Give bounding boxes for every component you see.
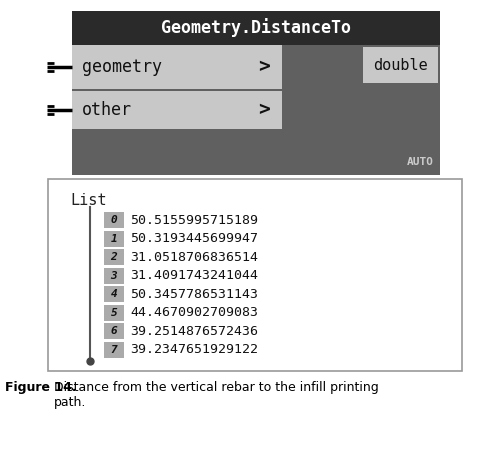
Text: 50.3457786531143: 50.3457786531143 — [130, 288, 258, 301]
Bar — [72, 45, 440, 175]
Text: 39.2514876572436: 39.2514876572436 — [130, 325, 258, 338]
Text: 7: 7 — [110, 345, 117, 355]
Text: Figure 14.: Figure 14. — [5, 381, 76, 394]
Text: 31.0518706836514: 31.0518706836514 — [130, 251, 258, 264]
Text: AUTO: AUTO — [407, 157, 434, 167]
Text: other: other — [82, 101, 132, 119]
Text: geometry: geometry — [82, 58, 162, 76]
Text: Geometry.DistanceTo: Geometry.DistanceTo — [161, 18, 351, 38]
Text: 39.2347651929122: 39.2347651929122 — [130, 343, 258, 356]
Text: 50.5155995715189: 50.5155995715189 — [130, 214, 258, 227]
Bar — [104, 323, 124, 339]
Text: 3: 3 — [110, 271, 117, 281]
Bar — [72, 91, 282, 129]
Text: 50.3193445699947: 50.3193445699947 — [130, 232, 258, 245]
Bar — [104, 231, 124, 247]
Bar — [104, 268, 124, 284]
Text: double: double — [373, 57, 428, 72]
Bar — [104, 212, 124, 228]
Text: 6: 6 — [110, 326, 117, 336]
Bar — [72, 11, 440, 45]
Bar — [363, 47, 438, 83]
Text: 0: 0 — [110, 215, 117, 225]
Text: 4: 4 — [110, 289, 117, 299]
Bar — [104, 342, 124, 358]
Text: List: List — [70, 193, 106, 208]
Bar — [104, 249, 124, 265]
Text: 5: 5 — [110, 308, 117, 318]
Text: 1: 1 — [110, 234, 117, 244]
Text: >: > — [258, 101, 270, 119]
Text: >: > — [258, 57, 270, 76]
Bar — [104, 305, 124, 321]
Bar — [48, 179, 462, 371]
Text: Distance from the vertical rebar to the infill printing
path.: Distance from the vertical rebar to the … — [54, 381, 379, 409]
Text: 44.4670902709083: 44.4670902709083 — [130, 306, 258, 319]
Bar — [104, 286, 124, 302]
Text: 2: 2 — [110, 252, 117, 262]
Bar — [72, 45, 282, 89]
Text: 31.4091743241044: 31.4091743241044 — [130, 269, 258, 282]
